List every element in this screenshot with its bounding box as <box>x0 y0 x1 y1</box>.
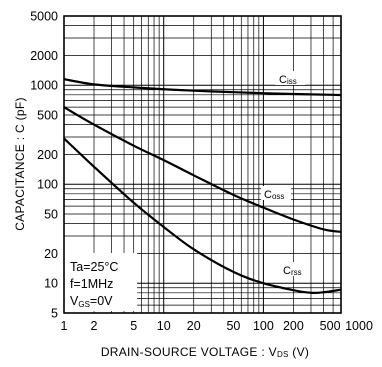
condition-temperature: Ta=25°C <box>70 260 118 274</box>
series-label-ciss: Ciss <box>279 74 297 86</box>
series-labels: Ciss Coss Crss <box>261 71 309 277</box>
y-tick-label: 1000 <box>30 79 58 93</box>
condition-vgs-tail: =0V <box>90 294 113 308</box>
x-tick-label: 20 <box>187 319 201 333</box>
y-tick-label: 50 <box>44 208 58 222</box>
series-line-coss <box>63 106 342 233</box>
series-label-coss: Coss <box>264 189 284 201</box>
series-label-crss: Crss <box>283 265 302 277</box>
y-tick-label: 10 <box>44 277 58 291</box>
grid-minor <box>64 16 342 313</box>
condition-vgs-sub: GS <box>78 300 90 309</box>
y-tick-label: 2000 <box>30 49 58 63</box>
x-tick-label: 500 <box>320 319 341 333</box>
series-line-ciss <box>63 78 342 97</box>
condition-frequency: f=1MHz <box>70 277 113 291</box>
y-tick-label: 200 <box>37 148 58 162</box>
x-tick-label: 10 <box>157 319 171 333</box>
x-tick-label: 1 <box>61 319 68 333</box>
x-tick-label: 200 <box>283 319 304 333</box>
condition-vgs-main: V <box>70 294 79 308</box>
x-tick-label: 50 <box>226 319 240 333</box>
y-tick-label: 5000 <box>30 10 58 24</box>
y-axis-label: CAPACITANCE : C (pF) <box>13 97 27 231</box>
x-tick-labels: 1 2 5 10 20 50 100 200 500 1000 <box>61 319 373 333</box>
x-tick-label: 2 <box>91 319 98 333</box>
x-axis-label: DRAIN-SOURCE VOLTAGE : VDS (V) <box>101 345 309 359</box>
y-tick-label: 5 <box>51 307 58 321</box>
x-tick-label: 1000 <box>345 319 373 333</box>
y-tick-label: 20 <box>44 247 58 261</box>
conditions-box: Ta=25°C f=1MHz VGS=0V <box>64 253 137 311</box>
plot-frame <box>63 15 342 314</box>
y-tick-label: 100 <box>37 178 58 192</box>
condition-vgs: VGS=0V <box>70 294 113 309</box>
y-tick-labels: 5 10 20 50 100 200 500 1000 2000 5000 <box>30 10 58 321</box>
x-tick-label: 5 <box>130 319 137 333</box>
x-tick-label: 100 <box>253 319 274 333</box>
y-tick-label: 500 <box>37 109 58 123</box>
series-layer <box>63 78 342 295</box>
series-line-crss <box>63 137 342 295</box>
